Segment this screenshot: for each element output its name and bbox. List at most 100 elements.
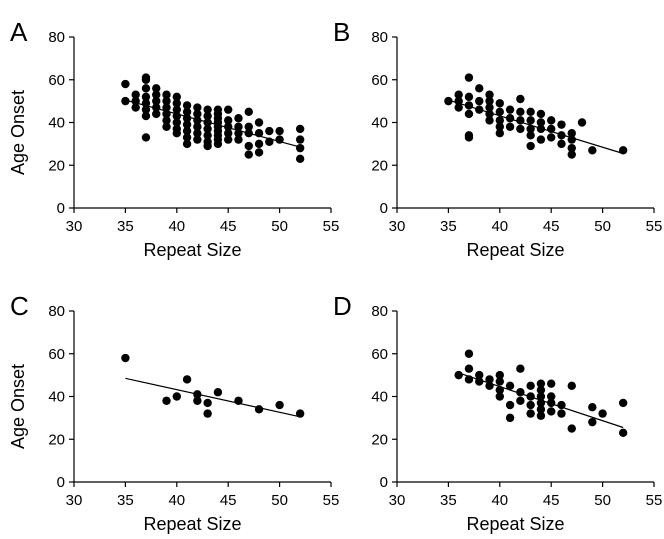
data-point [557, 400, 566, 410]
data-point [162, 90, 171, 99]
panel-label: A [10, 17, 28, 47]
data-point [193, 128, 202, 138]
data-point [516, 396, 525, 405]
data-point [193, 109, 202, 119]
data-point [495, 122, 504, 131]
data-point [121, 79, 130, 89]
data-point [536, 411, 546, 420]
x-tick-label: 55 [646, 218, 663, 235]
data-point [203, 105, 212, 114]
data-point [265, 126, 274, 136]
data-point [588, 417, 597, 427]
data-point [505, 381, 515, 391]
data-point [495, 128, 504, 138]
data-point [464, 375, 474, 384]
x-tick-label: 30 [389, 218, 406, 235]
data-point [588, 146, 597, 155]
data-point [141, 133, 151, 142]
data-point [526, 392, 535, 401]
data-point [505, 114, 515, 123]
x-tick-label: 55 [323, 218, 340, 235]
data-point [547, 398, 556, 408]
data-point [172, 111, 181, 121]
x-tick-label: 35 [440, 492, 457, 509]
y-tick-label: 80 [48, 29, 65, 46]
data-point [536, 118, 546, 127]
panel-b: B 0 20 40 60 80 30 35 40 45 50 55 Repeat Size [333, 17, 662, 260]
y-tick-label: 0 [380, 200, 388, 217]
x-axis-title: Repeat Size [466, 514, 564, 534]
data-point [152, 109, 161, 119]
data-point [536, 379, 546, 388]
data-point [182, 114, 192, 123]
data-point [182, 126, 192, 136]
data-point [234, 122, 243, 131]
data-point [495, 370, 504, 380]
data-point [557, 139, 566, 149]
data-point [254, 148, 264, 157]
x-axis-title: Repeat Size [143, 240, 241, 260]
data-point [464, 364, 474, 373]
data-point [526, 400, 535, 410]
y-tick-label: 60 [371, 346, 388, 363]
data-point [141, 99, 151, 108]
data-point [244, 150, 253, 159]
data-point [254, 405, 264, 414]
data-point [495, 385, 504, 395]
data-point [162, 116, 171, 125]
y-tick-label: 20 [48, 431, 65, 448]
data-point [121, 353, 130, 363]
data-point [444, 96, 453, 106]
data-point [516, 116, 525, 125]
data-point [172, 105, 181, 114]
y-tick-label: 80 [371, 29, 388, 46]
data-point [224, 135, 233, 144]
trend-line [125, 99, 301, 148]
data-point [131, 96, 140, 106]
data-point [141, 111, 151, 121]
x-tick-label: 50 [271, 218, 288, 235]
data-point [475, 84, 484, 93]
data-point [536, 135, 546, 144]
y-tick-label: 40 [371, 389, 388, 406]
data-point [213, 139, 223, 149]
data-point [152, 84, 161, 93]
data-point [121, 96, 130, 106]
data-point [516, 94, 525, 104]
data-point [567, 128, 576, 138]
data-point [618, 146, 628, 155]
data-point [454, 103, 463, 112]
data-point [224, 122, 233, 131]
data-point [224, 116, 233, 125]
data-point [536, 385, 546, 395]
panel-c: C 0 20 40 60 80 30 35 40 45 50 55 Repeat Size Age Ons… [8, 291, 339, 534]
data-point [234, 114, 243, 123]
data-point [244, 128, 253, 138]
data-point [172, 128, 181, 138]
data-point [265, 137, 274, 146]
data-point [485, 375, 494, 384]
data-point [275, 135, 284, 144]
data-point [464, 349, 474, 358]
data-point [588, 402, 597, 412]
data-point [141, 92, 151, 102]
data-point [516, 388, 525, 397]
data-point [295, 409, 305, 418]
data-point [485, 90, 494, 99]
data-point [495, 116, 504, 125]
data-point [203, 118, 212, 127]
data-point [295, 124, 305, 134]
y-axis-title: Age Onset [8, 364, 28, 449]
y-tick-label: 20 [48, 157, 65, 174]
data-point [475, 370, 484, 380]
data-point [182, 101, 192, 110]
data-point [275, 126, 284, 136]
data-point [475, 96, 484, 106]
data-point [213, 388, 223, 397]
data-point [162, 396, 171, 405]
data-point [567, 424, 576, 433]
data-point [505, 105, 515, 114]
x-tick-label: 35 [117, 492, 134, 509]
data-point [244, 122, 253, 131]
data-point [485, 116, 494, 125]
